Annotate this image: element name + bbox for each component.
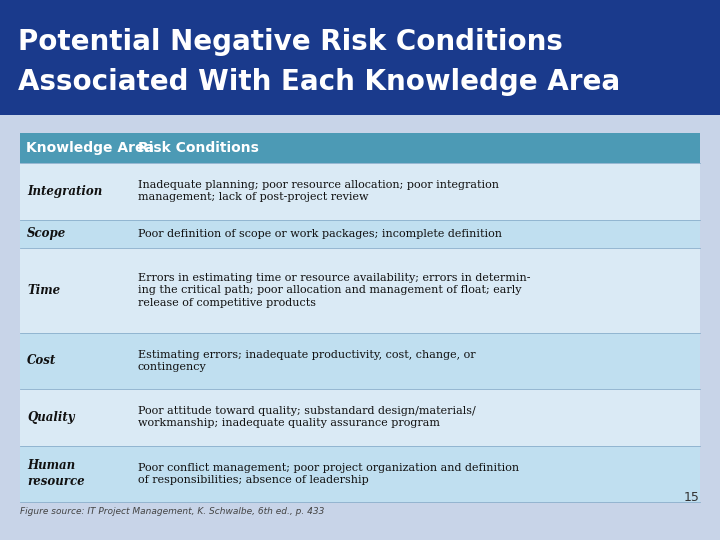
Text: Risk Conditions: Risk Conditions (138, 141, 259, 155)
Bar (20, 446, 700, 502)
Text: Poor definition of scope or work packages; incomplete definition: Poor definition of scope or work package… (138, 228, 502, 239)
Text: Time: Time (27, 284, 60, 296)
Text: Knowledge Area: Knowledge Area (26, 141, 154, 155)
Bar (20, 248, 700, 333)
Text: Quality: Quality (27, 411, 75, 424)
Text: Associated With Each Knowledge Area: Associated With Each Knowledge Area (18, 68, 620, 96)
Text: Integration: Integration (27, 185, 102, 198)
Text: Human
resource: Human resource (27, 459, 85, 488)
Text: Poor attitude toward quality; substandard design/materials/
workmanship; inadequ: Poor attitude toward quality; substandar… (138, 406, 476, 428)
Bar (20, 389, 700, 446)
Bar (20, 219, 700, 248)
Text: Inadequate planning; poor resource allocation; poor integration
management; lack: Inadequate planning; poor resource alloc… (138, 180, 499, 202)
Text: 15: 15 (684, 491, 700, 504)
Bar (20, 133, 700, 163)
Bar (20, 163, 700, 219)
Text: Figure source: IT Project Management, K. Schwalbe, 6th ed., p. 433: Figure source: IT Project Management, K.… (20, 507, 325, 516)
Text: Cost: Cost (27, 354, 56, 367)
Text: Estimating errors; inadequate productivity, cost, change, or
contingency: Estimating errors; inadequate productivi… (138, 349, 476, 372)
Text: Scope: Scope (27, 227, 66, 240)
Text: Potential Negative Risk Conditions: Potential Negative Risk Conditions (18, 28, 563, 56)
Text: Errors in estimating time or resource availability; errors in determin-
ing the : Errors in estimating time or resource av… (138, 273, 531, 307)
Bar (20, 333, 700, 389)
Text: Poor conflict management; poor project organization and definition
of responsibi: Poor conflict management; poor project o… (138, 463, 519, 485)
Bar (0, 0, 720, 115)
